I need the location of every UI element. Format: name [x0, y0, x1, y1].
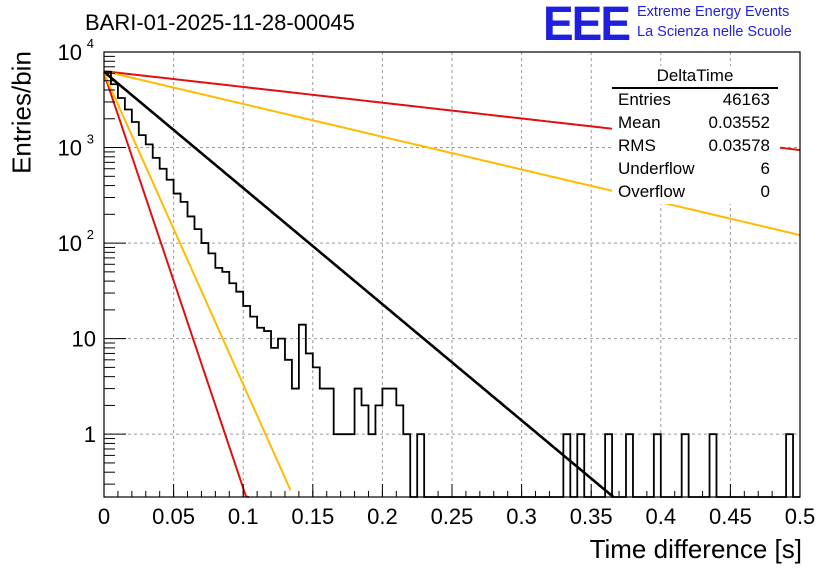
axis-ticks [103, 51, 801, 497]
x-tick-label: 0.3 [506, 504, 537, 529]
curve-orange-fast [103, 72, 292, 491]
x-tick-label: 0.15 [291, 504, 334, 529]
curve-red-fast [103, 72, 249, 498]
logo-line-2: La Scienza nelle Scuole [637, 24, 792, 40]
y-tick-label: 10 [72, 327, 96, 352]
y-axis-label: Entries/bin [6, 51, 37, 174]
stats-value: 0.03552 [708, 113, 770, 132]
stats-row-entries: Entries 46163 [612, 89, 780, 112]
stats-row-mean: Mean 0.03552 [612, 112, 780, 135]
histogram-outline [104, 70, 800, 498]
x-tick-label: 0.05 [152, 504, 195, 529]
run-title: BARI-01-2025-11-28-00045 [85, 10, 355, 35]
x-tick-label: 0.35 [570, 504, 613, 529]
x-tick-label: 0.25 [431, 504, 474, 529]
curve-orange-slow [103, 70, 801, 237]
stats-row-rms: RMS 0.03578 [612, 135, 780, 158]
stats-box: DeltaTime Entries 46163 Mean 0.03552 RMS… [612, 66, 780, 204]
x-tick-label: 0 [98, 504, 110, 529]
stats-value: 46163 [722, 90, 770, 109]
stats-label: Mean [618, 113, 661, 132]
logo-line-1: Extreme Energy Events [637, 4, 790, 20]
x-tick-label: 0.5 [785, 504, 816, 529]
curve-fit [103, 70, 615, 499]
y-tick-exponent: 3 [87, 132, 94, 147]
stats-row-overflow: Overflow 0 [612, 181, 780, 204]
stats-label: Entries [618, 90, 671, 109]
y-tick-label: 10 [58, 231, 82, 256]
stats-row-underflow: Underflow 6 [612, 158, 780, 181]
eee-logo: EEE [543, 0, 631, 51]
y-tick-label: 10 [58, 136, 82, 161]
stats-value: 6 [760, 159, 770, 178]
stats-value: 0 [760, 182, 770, 201]
x-tick-label: 0.4 [646, 504, 677, 529]
stats-label: Underflow [618, 159, 695, 178]
y-tick-exponent: 4 [87, 36, 94, 51]
stats-value: 0.03578 [708, 136, 770, 155]
stats-label: RMS [618, 136, 656, 155]
x-tick-label: 0.1 [228, 504, 259, 529]
x-tick-label: 0.2 [367, 504, 398, 529]
x-tick-label: 0.45 [709, 504, 752, 529]
y-tick-label: 1 [84, 422, 96, 447]
y-tick-labels: 1 10 10 2 10 3 10 4 [58, 36, 96, 447]
stats-title: DeltaTime [612, 66, 778, 89]
y-tick-label: 10 [58, 40, 82, 65]
stats-label: Overflow [618, 182, 686, 201]
x-tick-labels: 0 0.05 0.1 0.15 0.2 0.25 0.3 0.35 0.4 0.45 0.5 [98, 504, 815, 529]
x-axis-label: Time difference [s] [589, 534, 802, 564]
histogram [104, 70, 800, 498]
y-tick-exponent: 2 [87, 227, 94, 242]
